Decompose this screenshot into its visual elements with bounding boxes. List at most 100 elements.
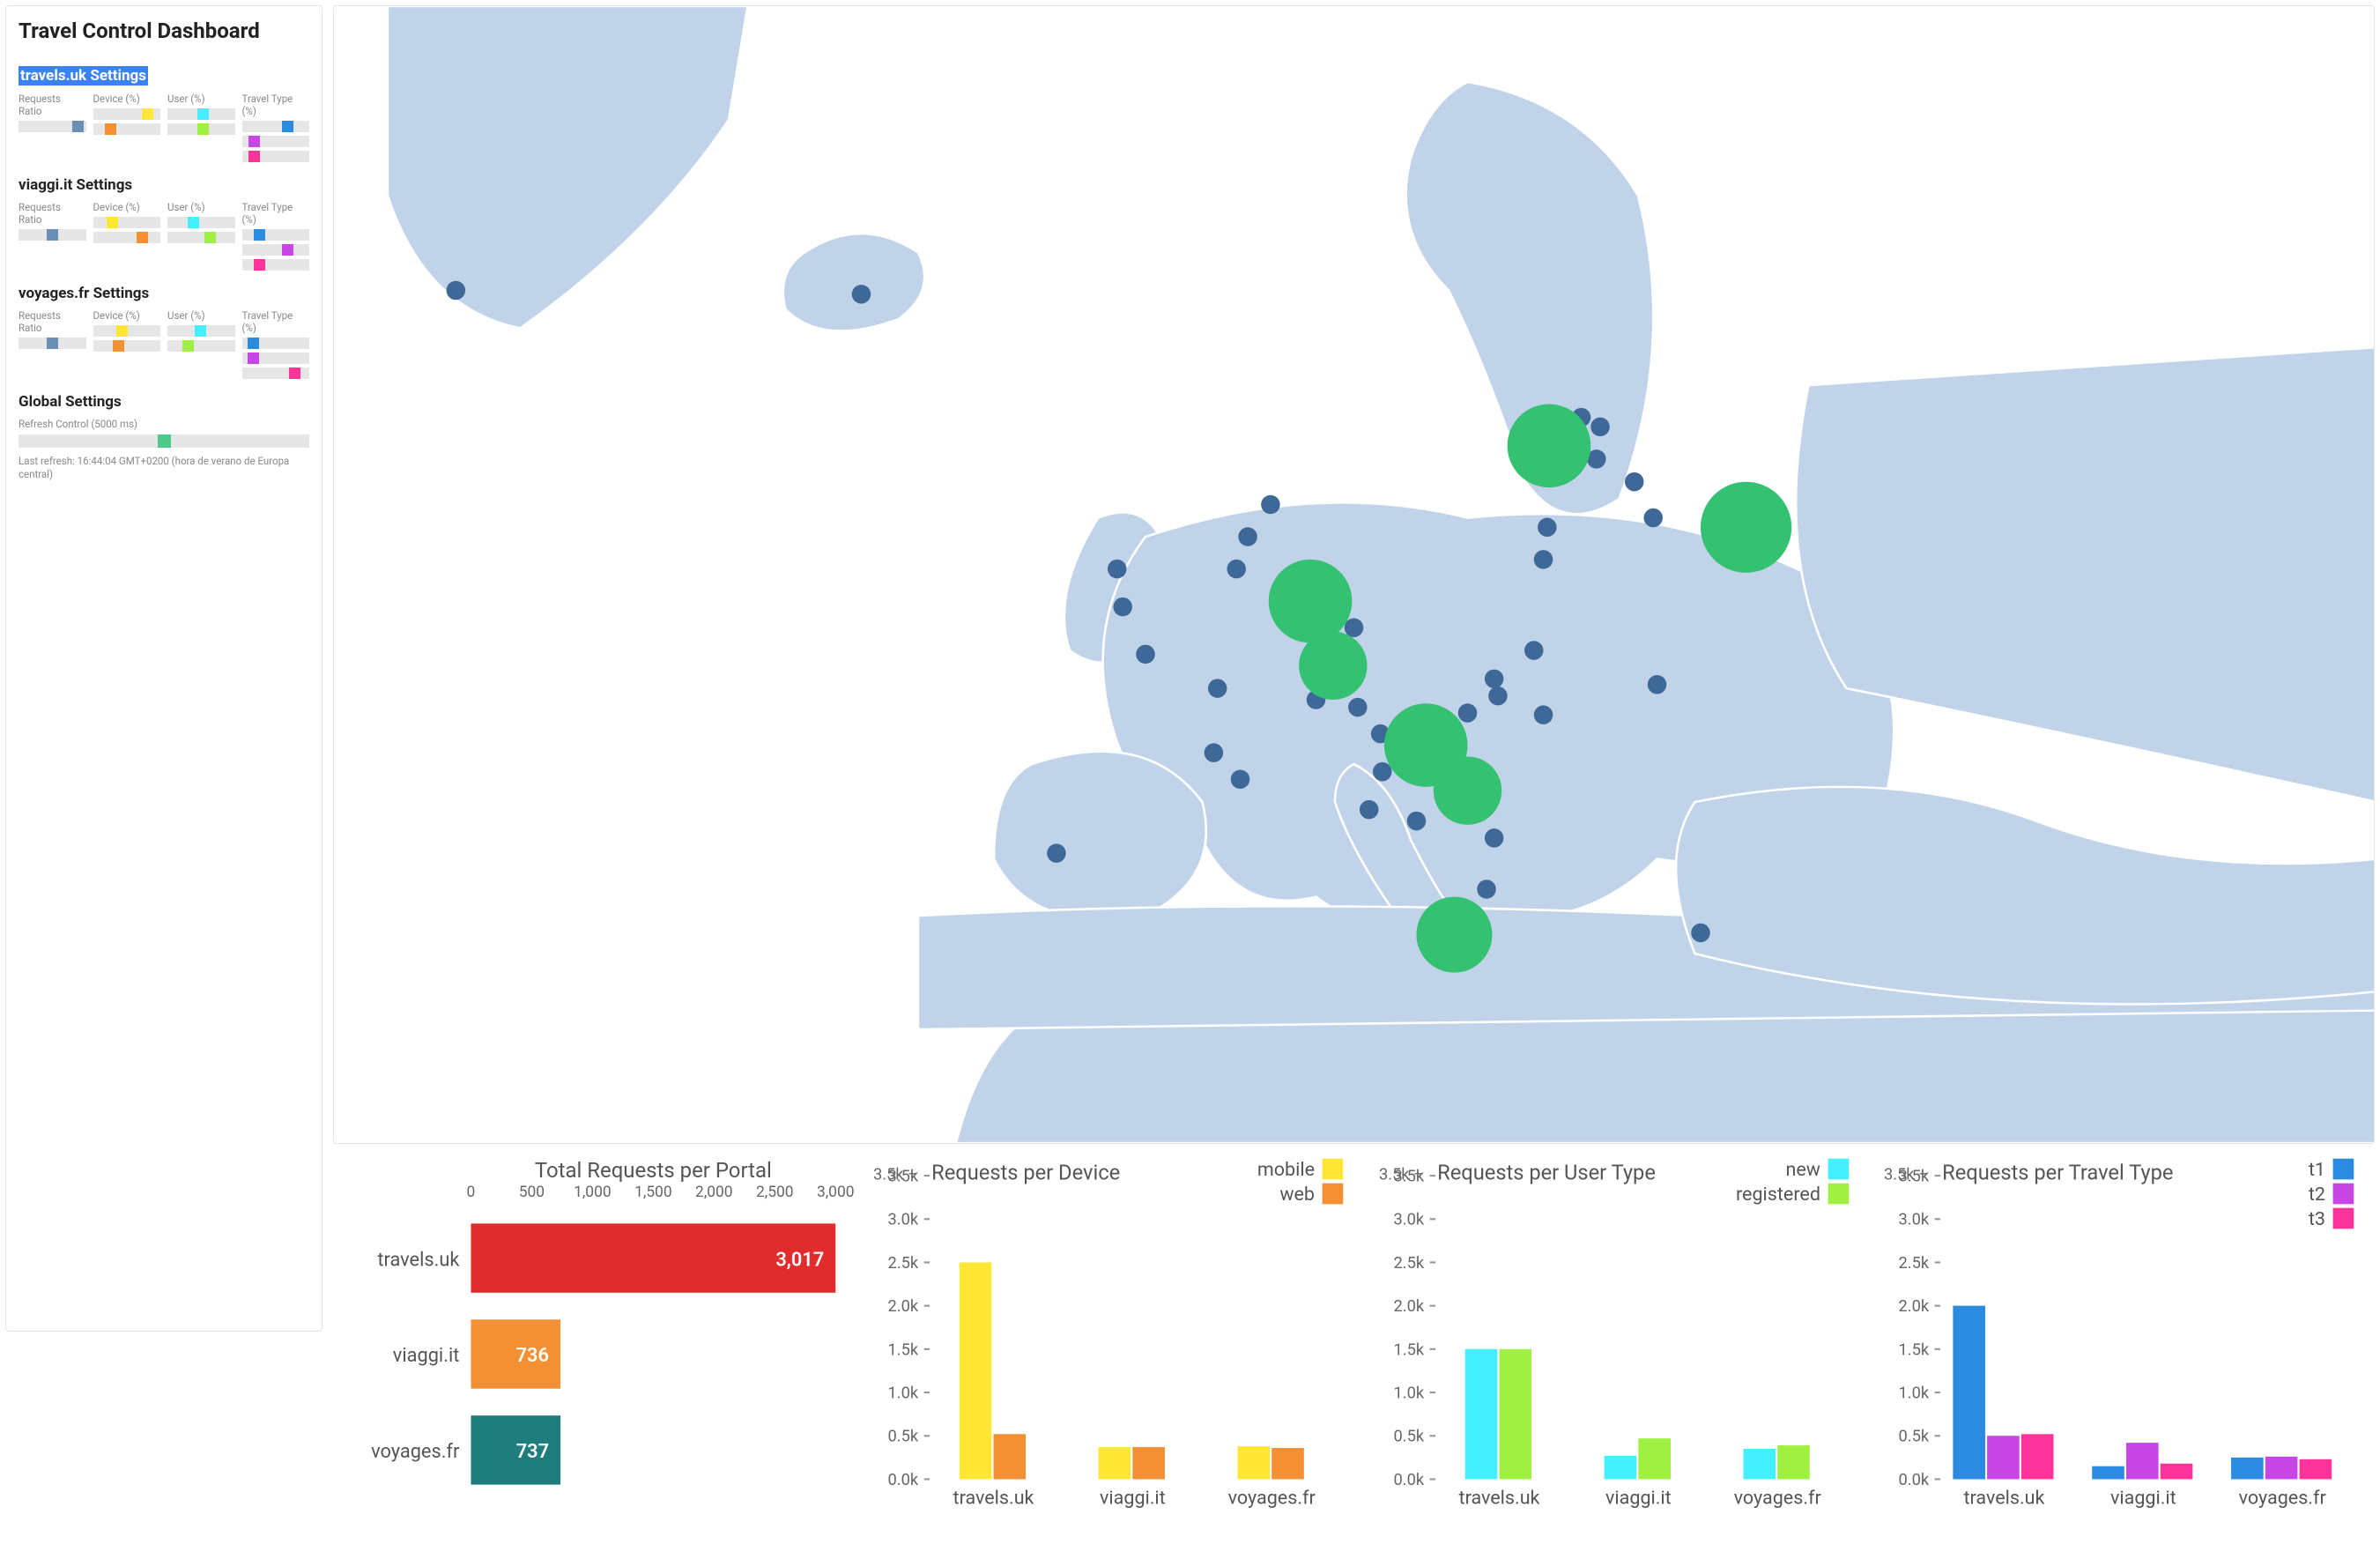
svg-text:2.5k: 2.5k (1899, 1254, 1930, 1273)
svg-text:1,000: 1,000 (574, 1184, 612, 1201)
mini-slider[interactable] (242, 229, 310, 241)
svg-text:2.0k: 2.0k (888, 1297, 919, 1316)
svg-text:0.0k: 0.0k (888, 1471, 919, 1489)
mini-slider[interactable] (19, 338, 86, 349)
map-panel[interactable] (333, 5, 2375, 1144)
mini-slider[interactable] (167, 340, 235, 352)
mini-slider[interactable] (167, 217, 235, 228)
svg-text:1.0k: 1.0k (888, 1384, 919, 1403)
svg-text:web: web (1279, 1184, 1315, 1206)
svg-text:2,000: 2,000 (695, 1184, 733, 1201)
svg-text:new: new (1785, 1159, 1820, 1181)
settings-col-label: Requests Ratio (19, 93, 86, 117)
settings-heading[interactable]: travels.uk Settings (19, 66, 148, 85)
svg-text:viaggi.it: viaggi.it (1100, 1488, 1166, 1510)
svg-text:t3: t3 (2309, 1208, 2325, 1230)
svg-text:0.0k: 0.0k (1393, 1471, 1424, 1489)
svg-text:1.0k: 1.0k (1899, 1384, 1930, 1403)
svg-text:0.0k: 0.0k (1899, 1471, 1930, 1489)
mini-slider[interactable] (167, 123, 235, 135)
mini-slider[interactable] (242, 244, 310, 256)
svg-text:viaggi.it: viaggi.it (393, 1345, 460, 1367)
mini-slider[interactable] (93, 325, 161, 337)
svg-text:Requests per User Type: Requests per User Type (1437, 1160, 1656, 1184)
svg-text:3.5k –: 3.5k – (1379, 1165, 1424, 1184)
settings-col-label: User (%) (167, 201, 235, 213)
settings-col-label: User (%) (167, 93, 235, 105)
chart-travel: Requests per Travel Typet1t2t30.0k0.5k1.… (1874, 1151, 2375, 1542)
svg-text:voyages.fr: voyages.fr (1228, 1488, 1316, 1510)
svg-text:2.0k: 2.0k (1393, 1297, 1424, 1316)
settings-col-label: Requests Ratio (19, 201, 86, 226)
svg-text:3.5k –: 3.5k – (1884, 1165, 1929, 1184)
mini-slider[interactable] (242, 367, 310, 379)
svg-text:0.5k: 0.5k (1899, 1428, 1930, 1446)
svg-text:2.5k: 2.5k (1393, 1254, 1424, 1273)
svg-text:2,500: 2,500 (756, 1184, 794, 1201)
svg-text:3.0k: 3.0k (888, 1211, 919, 1229)
svg-text:3,000: 3,000 (817, 1184, 855, 1201)
svg-text:Total Requests per Portal: Total Requests per Portal (535, 1158, 772, 1183)
settings-col-label: Device (%) (93, 201, 161, 213)
svg-text:3,017: 3,017 (775, 1249, 824, 1271)
mini-slider[interactable] (93, 232, 161, 243)
mini-slider[interactable] (19, 229, 86, 241)
mini-slider[interactable] (167, 108, 235, 120)
settings-col-label: Device (%) (93, 93, 161, 105)
settings-col-label: Travel Type (%) (242, 93, 310, 117)
svg-text:1,500: 1,500 (634, 1184, 672, 1201)
mini-slider[interactable] (242, 151, 310, 162)
svg-text:t2: t2 (2309, 1184, 2325, 1206)
sidebar-panel: Travel Control Dashboard travels.uk Sett… (5, 5, 323, 1332)
mini-slider[interactable] (93, 340, 161, 352)
svg-text:voyages.fr: voyages.fr (2239, 1488, 2326, 1510)
mini-slider[interactable] (167, 232, 235, 243)
refresh-control-label: Refresh Control (5000 ms) (19, 418, 309, 431)
settings-col-label: Travel Type (%) (242, 201, 310, 226)
svg-text:1.5k: 1.5k (888, 1340, 919, 1359)
svg-text:500: 500 (519, 1184, 545, 1201)
mini-slider[interactable] (167, 325, 235, 337)
svg-text:3.0k: 3.0k (1899, 1211, 1930, 1229)
svg-text:2.5k: 2.5k (888, 1254, 919, 1273)
refresh-slider[interactable] (19, 434, 309, 448)
svg-text:registered: registered (1736, 1184, 1820, 1206)
settings-col-label: Device (%) (93, 309, 161, 322)
svg-text:1.0k: 1.0k (1393, 1384, 1424, 1403)
svg-text:1.5k: 1.5k (1899, 1340, 1930, 1359)
svg-text:3.5k –: 3.5k – (873, 1165, 918, 1184)
mini-slider[interactable] (19, 121, 86, 132)
svg-text:0: 0 (467, 1184, 476, 1201)
svg-text:mobile: mobile (1257, 1159, 1315, 1181)
svg-text:737: 737 (516, 1441, 549, 1463)
last-refresh-text: Last refresh: 16:44:04 GMT+0200 (hora de… (19, 455, 309, 481)
mini-slider[interactable] (93, 123, 161, 135)
settings-col-label: Requests Ratio (19, 309, 86, 334)
svg-text:t1: t1 (2309, 1159, 2325, 1181)
main-area: Total Requests per Portal 0 500 1,000 1,500 2… (333, 5, 2375, 1332)
svg-text:travels.uk: travels.uk (953, 1488, 1034, 1510)
mini-slider[interactable] (93, 108, 161, 120)
mini-slider[interactable] (242, 136, 310, 147)
dashboard-title: Travel Control Dashboard (19, 19, 309, 43)
mini-slider[interactable] (242, 259, 310, 271)
svg-text:viaggi.it: viaggi.it (2110, 1488, 2176, 1510)
settings-col-label: User (%) (167, 309, 235, 322)
chart-total-requests: Total Requests per Portal 0 500 1,000 1,500 2… (333, 1151, 858, 1542)
svg-text:voyages.fr: voyages.fr (371, 1441, 460, 1463)
mini-slider[interactable] (242, 353, 310, 364)
settings-heading[interactable]: viaggi.it Settings (19, 176, 309, 194)
svg-text:3.0k: 3.0k (1393, 1211, 1424, 1229)
svg-text:voyages.fr: voyages.fr (1733, 1488, 1820, 1510)
mini-slider[interactable] (93, 217, 161, 228)
settings-heading[interactable]: voyages.fr Settings (19, 285, 309, 302)
svg-text:Requests per Device: Requests per Device (931, 1160, 1120, 1184)
svg-text:travels.uk: travels.uk (1964, 1488, 2045, 1510)
chart-user: Requests per User Type new registered 0.0k 0… (1369, 1151, 1870, 1542)
svg-text:736: 736 (516, 1345, 549, 1367)
svg-text:travels.uk: travels.uk (1458, 1488, 1539, 1510)
mini-slider[interactable] (242, 338, 310, 349)
mini-slider[interactable] (242, 121, 310, 132)
svg-text:1.5k: 1.5k (1393, 1340, 1424, 1359)
svg-text:0.5k: 0.5k (1393, 1428, 1424, 1446)
